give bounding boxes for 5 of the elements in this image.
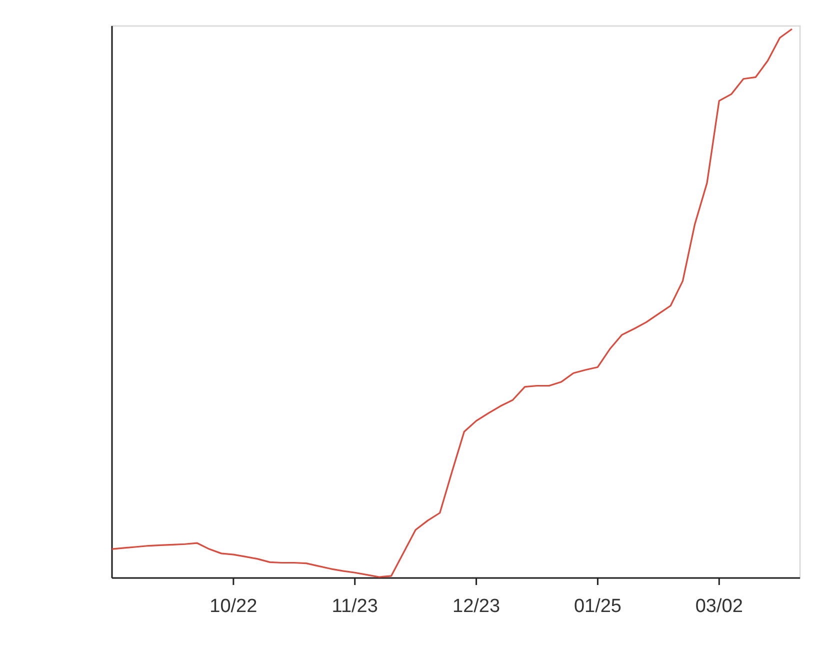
x-tick-label: 11/23	[332, 596, 378, 617]
x-tick-label: 12/23	[452, 596, 500, 617]
x-tick-label: 10/22	[210, 596, 258, 617]
x-tick-label: 03/02	[695, 596, 743, 617]
x-tick-label: 01/25	[574, 596, 622, 617]
